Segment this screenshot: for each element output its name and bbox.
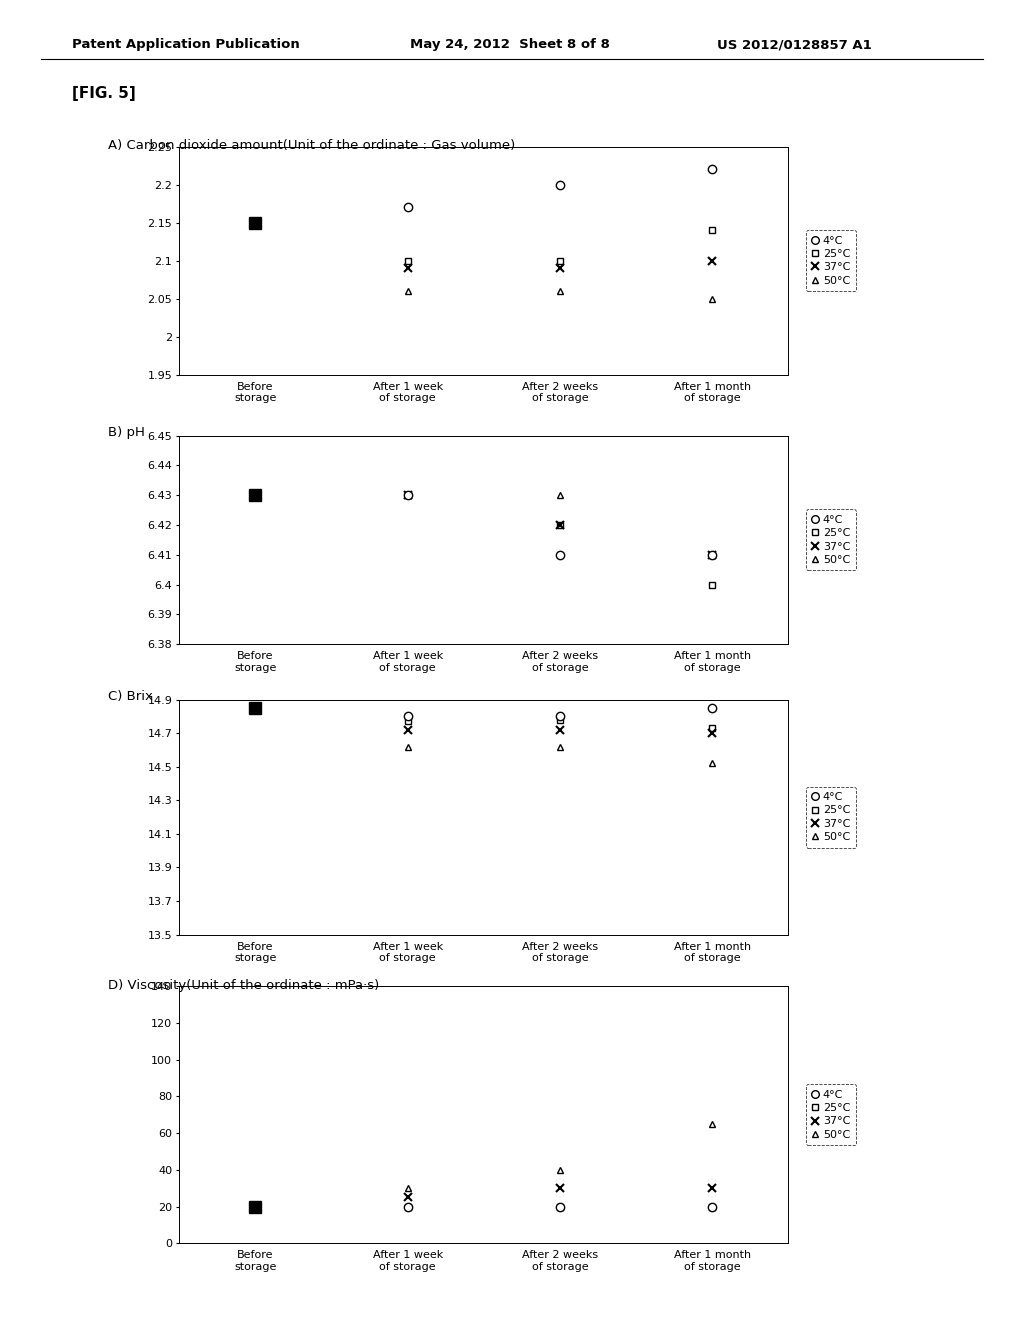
Legend: 4°C, 25°C, 37°C, 50°C: 4°C, 25°C, 37°C, 50°C	[806, 230, 856, 292]
Text: A) Carbon dioxide amount(Unit of the ordinate : Gas volume): A) Carbon dioxide amount(Unit of the ord…	[108, 139, 515, 152]
Legend: 4°C, 25°C, 37°C, 50°C: 4°C, 25°C, 37°C, 50°C	[806, 787, 856, 847]
Text: [FIG. 5]: [FIG. 5]	[72, 86, 135, 100]
Text: C) Brix: C) Brix	[108, 690, 153, 704]
Text: D) Viscosity(Unit of the ordinate : mPa·s): D) Viscosity(Unit of the ordinate : mPa·…	[108, 979, 379, 993]
Text: May 24, 2012  Sheet 8 of 8: May 24, 2012 Sheet 8 of 8	[410, 38, 609, 51]
Text: B) pH: B) pH	[108, 426, 144, 440]
Legend: 4°C, 25°C, 37°C, 50°C: 4°C, 25°C, 37°C, 50°C	[806, 510, 856, 570]
Text: US 2012/0128857 A1: US 2012/0128857 A1	[717, 38, 871, 51]
Legend: 4°C, 25°C, 37°C, 50°C: 4°C, 25°C, 37°C, 50°C	[806, 1084, 856, 1146]
Text: Patent Application Publication: Patent Application Publication	[72, 38, 299, 51]
